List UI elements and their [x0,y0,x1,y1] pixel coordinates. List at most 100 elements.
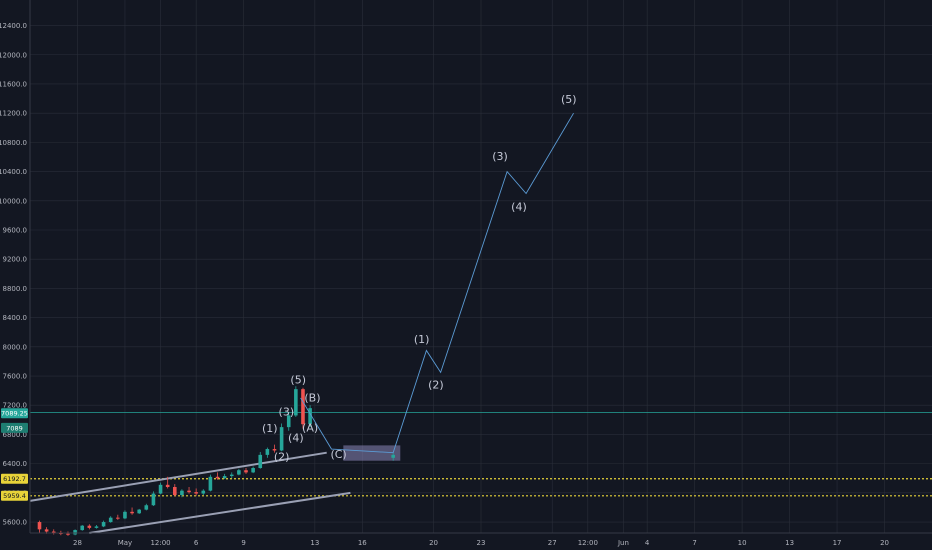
candle-body [94,526,99,528]
candle-body [158,484,163,494]
candle [244,468,248,474]
candle-body [51,531,56,533]
elliott-wave-projection [300,112,574,454]
candle [180,489,184,498]
candle [286,412,291,431]
candle-body [44,529,49,532]
candle-body [208,476,213,491]
candle-body [66,533,70,535]
candle [258,451,263,469]
candle-body [37,522,42,530]
candle [279,423,284,452]
candle-body [222,476,227,479]
candle [391,451,395,461]
candle-body [187,490,191,493]
price-tick-label: 7200.0 [3,402,28,410]
wave-projection-line [300,112,574,454]
price-tick-label: 10800.0 [0,139,27,147]
candle [101,520,106,528]
time-tick-label: 12:00 [578,539,598,547]
candle-body [194,492,198,494]
candle [37,520,42,533]
last-price-tag: 7089 [1,422,28,433]
candle [66,531,70,536]
price-tick-label: 11600.0 [0,80,27,88]
candle-body [73,530,77,535]
time-tick-label: 23 [477,539,486,547]
candle [237,468,241,476]
price-tags: 6192.7 5959.4 7089.25 7089 [1,408,28,501]
time-tick-label: 13 [310,539,319,547]
price-tick-label: 9200.0 [3,256,28,264]
candle [301,387,305,429]
candle-body [201,490,206,494]
candle [194,488,198,496]
wave-label: (2) [274,451,290,464]
candle [80,524,85,531]
wave-label: (3) [492,150,508,163]
candle-body [237,470,241,475]
candle-body [286,415,291,428]
wave-label: (5) [290,373,306,386]
candle [272,444,277,453]
candle [130,507,134,515]
time-tick-label: May [118,539,132,547]
last-price-tag-box [1,408,28,419]
candle-body [108,517,113,523]
wave-label: (5) [561,93,577,106]
last-price-tag: 7089.25 [1,408,28,419]
price-tick-label: 8800.0 [3,285,28,293]
candle [116,514,120,520]
wave-label: (1) [262,422,278,435]
time-tick-label: 4 [645,539,650,547]
candle-body [251,468,255,473]
channel-line [89,491,351,534]
time-axis[interactable]: 28 May 12:00 6 9 13 16 20 23 27 12:00 Jun 4 7 10 13 17 20 [30,532,932,547]
candle-body [391,454,395,458]
horizontal-levels [30,412,932,497]
candle [172,484,177,497]
candle [144,503,149,511]
time-tick-label: 10 [738,539,747,547]
wave-label: (2) [428,378,444,391]
time-tick-label: 17 [833,539,842,547]
time-tick-label: Jun [617,539,629,547]
candle-body [308,408,312,425]
candle [94,524,99,529]
wave-label: (C) [330,448,346,461]
time-tick-label: 12:00 [150,539,170,547]
price-axis[interactable]: 5600.06000.06400.06800.07200.07600.08000… [0,0,31,533]
candle [294,386,298,417]
candle [165,476,170,489]
wave-labels: (1) (2) (3) (4) (5) (A) (B) (C) (1) (2) (3) (4) (5) [262,93,577,464]
candle-body [123,511,127,519]
price-tick-label: 9600.0 [3,226,28,234]
candle [222,473,227,479]
candle-body [229,474,234,477]
time-tick-label: 20 [880,539,889,547]
candle [229,472,234,479]
time-tick-label: 9 [241,539,245,547]
time-tick-label: 20 [429,539,438,547]
candle-body [137,509,141,514]
candle [73,529,77,536]
price-tick-label: 11200.0 [0,110,27,118]
wave-label: (1) [414,333,430,346]
last-price-tag-box [1,422,28,433]
candle [251,466,255,474]
candle [123,510,127,520]
candle [87,524,92,530]
price-tick-label: 5600.0 [3,519,28,527]
trend-channel [29,451,351,534]
candle-body [151,493,156,506]
candle [187,487,191,494]
candle-body [279,427,284,451]
candlesticks [37,386,395,536]
candle [137,508,141,515]
candle-body [244,470,248,473]
candle [51,529,56,535]
target-zone [343,445,401,461]
candle [108,516,113,523]
